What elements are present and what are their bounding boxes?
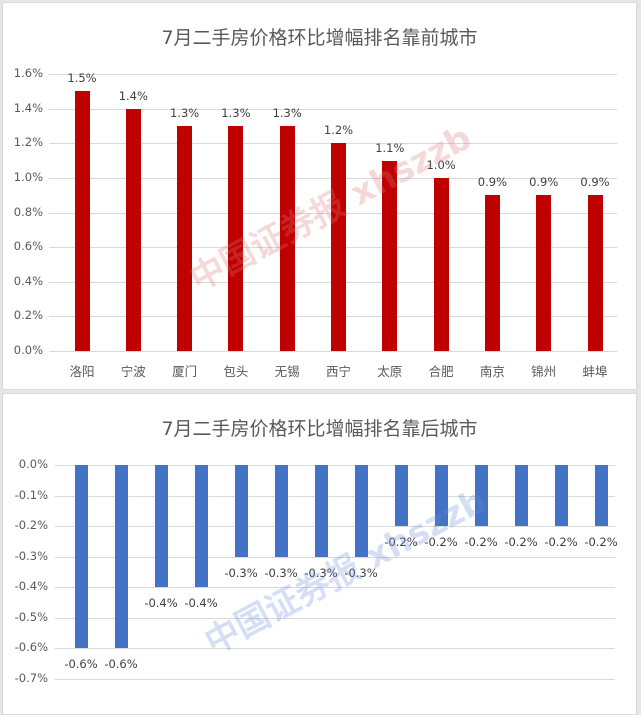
top-chart-panel: 7月二手房价格环比增幅排名靠前城市 1.6% 1.4% 1.2% 1.0% 0.8% 0.…	[2, 2, 637, 390]
gridline	[55, 587, 615, 589]
category-label: 蚌埠	[582, 364, 608, 379]
data-label: -0.3%	[224, 565, 258, 580]
data-label: 1.5%	[67, 71, 97, 86]
data-label: 1.4%	[118, 88, 148, 103]
bar	[279, 125, 295, 351]
bar	[234, 465, 248, 557]
data-label: 1.3%	[169, 105, 200, 120]
category-label: 合肥	[428, 364, 454, 379]
bar	[228, 125, 244, 351]
data-label: 1.2%	[323, 123, 354, 138]
data-label: 0.9%	[477, 175, 507, 190]
bar	[433, 177, 449, 351]
y-tick-label: 0.4%	[13, 273, 43, 288]
category-label: 锦州	[531, 364, 557, 379]
category-label: 无锡	[274, 364, 300, 379]
gridline	[55, 465, 615, 466]
data-label: -0.2%	[424, 535, 458, 550]
y-tick-label: -0.2%	[14, 518, 48, 533]
data-label: -0.2%	[504, 535, 538, 550]
y-tick-label: 1.4%	[13, 100, 43, 115]
data-label: -0.6%	[64, 657, 98, 672]
data-label: -0.6%	[104, 657, 138, 672]
data-label: -0.3%	[264, 565, 298, 580]
bar	[474, 465, 488, 527]
bottom-chart-panel: 7月二手房价格环比增幅排名靠后城市 0.0% -0.1% -0.2% -0.3% -0.…	[2, 393, 637, 715]
y-tick-label: 1.6%	[13, 66, 43, 80]
data-label: 1.1%	[375, 140, 405, 155]
data-label: 1.3%	[272, 105, 302, 120]
bar	[331, 143, 346, 351]
y-tick-label: -0.3%	[14, 548, 48, 563]
y-tick-label: 0.8%	[13, 204, 43, 219]
gridline	[55, 679, 615, 680]
bar	[314, 465, 328, 557]
bar	[594, 465, 608, 527]
y-tick-label: 1.0%	[13, 169, 43, 184]
data-label: -0.2%	[584, 535, 618, 550]
data-label: 0.9%	[580, 175, 610, 190]
bar	[194, 465, 208, 588]
data-label: -0.4%	[184, 596, 218, 611]
data-label: -0.3%	[344, 565, 378, 580]
bar	[274, 465, 288, 557]
bar	[177, 125, 193, 351]
bar	[125, 108, 141, 351]
gridline	[55, 526, 615, 528]
bar	[154, 465, 168, 588]
y-tick-label: -0.6%	[14, 640, 48, 655]
data-label: 1.0%	[426, 157, 456, 172]
y-tick-label: -0.5%	[14, 609, 48, 624]
data-label: -0.2%	[384, 535, 418, 550]
gridline	[55, 617, 615, 619]
bar	[74, 465, 88, 649]
bar	[114, 465, 128, 649]
y-tick-label: -0.4%	[14, 579, 48, 594]
gridline	[55, 648, 615, 650]
gridline	[49, 74, 617, 75]
data-label: 0.9%	[529, 175, 559, 190]
bar	[514, 465, 528, 527]
y-tick-label: -0.1%	[14, 487, 48, 502]
data-label: 1.3%	[221, 105, 251, 120]
gridline	[55, 495, 615, 497]
bar	[554, 465, 568, 527]
y-tick-label: 1.2%	[13, 135, 43, 150]
category-label: 厦门	[172, 364, 198, 379]
bar	[587, 195, 603, 351]
bar	[434, 465, 448, 527]
gridline	[49, 108, 617, 110]
bar	[354, 465, 368, 557]
bar	[74, 91, 90, 351]
category-label: 洛阳	[69, 364, 95, 379]
y-tick-label: 0.0%	[13, 343, 43, 357]
category-label: 南京	[479, 364, 505, 379]
bar	[484, 195, 500, 351]
y-tick-label: 0.6%	[13, 239, 43, 254]
chart-title: 7月二手房价格环比增幅排名靠前城市	[161, 27, 478, 49]
data-label: -0.3%	[304, 565, 338, 580]
category-label: 宁波	[120, 364, 146, 379]
y-tick-label: -0.7%	[14, 671, 48, 685]
data-label: -0.2%	[464, 535, 498, 550]
gridline	[55, 556, 615, 558]
data-label: -0.4%	[144, 596, 178, 611]
bar	[382, 160, 398, 351]
gridline	[49, 351, 617, 352]
category-label: 太原	[377, 364, 403, 379]
y-tick-label: 0.0%	[18, 457, 48, 471]
data-label: -0.2%	[544, 535, 578, 550]
category-label: 西宁	[325, 364, 351, 379]
chart-title: 7月二手房价格环比增幅排名靠后城市	[161, 418, 478, 440]
bar	[394, 465, 408, 527]
y-tick-label: 0.2%	[13, 308, 43, 323]
category-label: 包头	[223, 364, 249, 379]
bar	[536, 195, 552, 351]
